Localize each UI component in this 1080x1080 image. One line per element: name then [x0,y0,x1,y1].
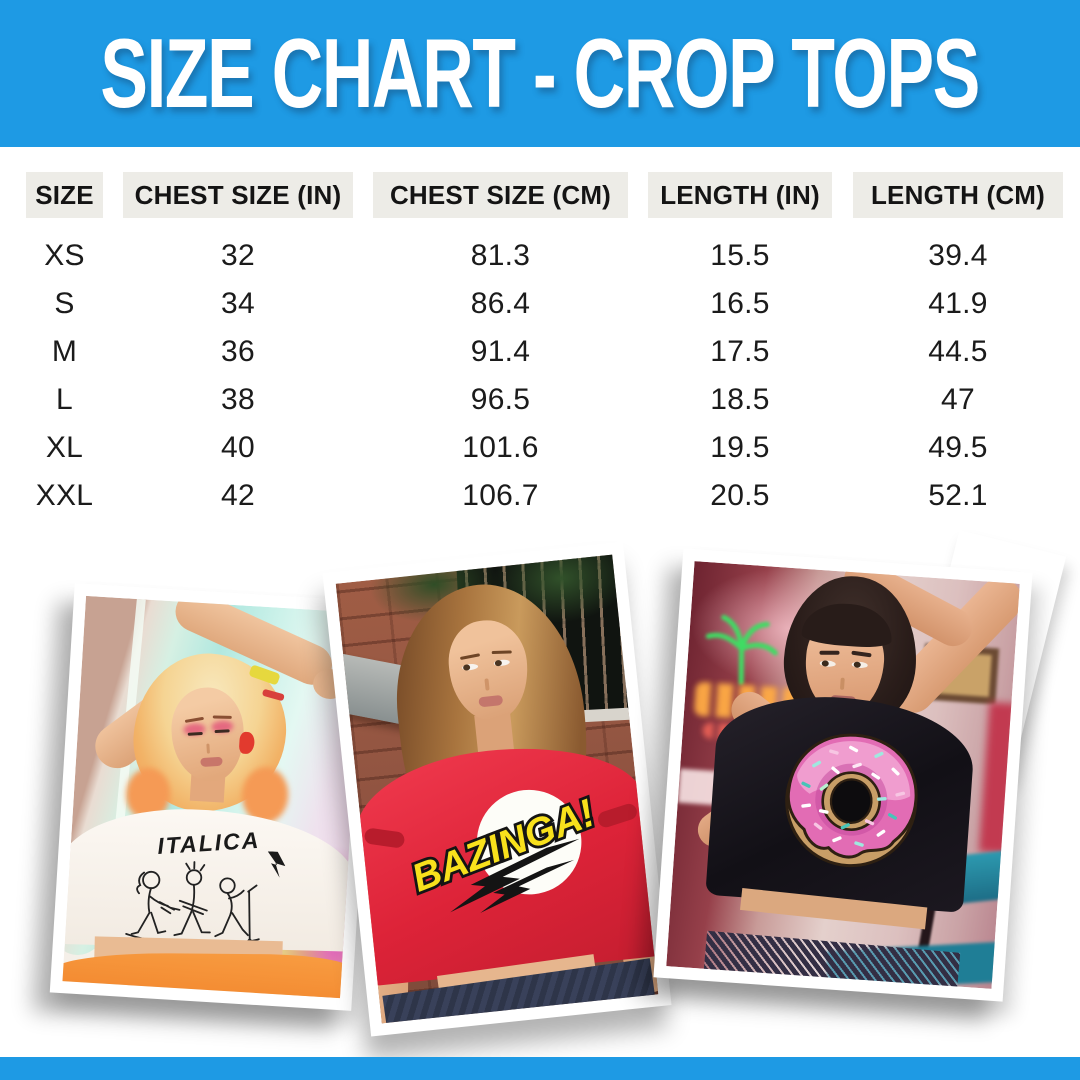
photo-crop-top-red: BAZINGA! [322,541,672,1037]
cell-length-cm: 49.5 [928,431,988,464]
table-row: M 36 91.4 17.5 44.5 [0,328,1080,376]
bazinga-logo: BAZINGA! [403,789,603,913]
table-row: XXL 42 106.7 20.5 52.1 [0,472,1080,520]
black-crop-top [705,689,978,913]
cell-chest-in: 38 [221,383,255,416]
cell-chest-cm: 91.4 [470,335,531,368]
nose [839,677,845,690]
neon-palm-sign [705,614,778,686]
cell-length-cm: 52.1 [928,479,988,512]
sprinkles [801,745,906,847]
cell-size: XL [45,431,84,464]
nose [484,678,490,691]
cell-length-in: 16.5 [710,287,770,320]
column-header-size: SIZE [26,172,103,218]
photo-1-scene: ITALICA [62,595,364,999]
cell-chest-in: 40 [221,431,255,464]
orange-skirt [62,952,352,999]
header: SIZE CHART - CROP TOPS [0,0,1080,147]
cell-length-in: 17.5 [710,335,770,368]
cell-chest-cm: 106.7 [462,479,539,512]
column-header-length-in: LENGTH (IN) [648,172,832,218]
lips [478,694,504,708]
cell-chest-cm: 101.6 [462,431,539,464]
photo-crop-top-white: ITALICA [49,583,377,1011]
column-header-chest-in: CHEST SIZE (IN) [123,172,353,218]
column-header-length-cm: LENGTH (CM) [853,172,1063,218]
eyebrow [184,716,204,723]
cell-size: S [54,287,75,320]
cell-chest-in: 36 [221,335,255,368]
lips [200,756,223,768]
nose [206,743,210,754]
eye [187,731,203,736]
cell-length-cm: 47 [941,383,975,416]
cell-length-cm: 44.5 [928,335,988,368]
cell-chest-in: 32 [221,239,255,272]
cell-chest-in: 34 [221,287,255,320]
eyebrow [819,650,840,655]
size-table-header: SIZE CHEST SIZE (IN) CHEST SIZE (CM) LEN… [0,172,1080,218]
photo-3-scene [666,561,1020,989]
table-row: S 34 86.4 16.5 41.9 [0,280,1080,328]
size-table-body: XS 32 81.3 15.5 39.4 S 34 86.4 16.5 41.9… [0,232,1080,520]
table-row: L 38 96.5 18.5 47 [0,376,1080,424]
photo-2-scene: BAZINGA! [335,554,659,1024]
cell-size: XS [44,239,85,272]
cell-size: M [51,335,78,368]
cell-chest-cm: 96.5 [470,383,531,416]
table-row: XS 32 81.3 15.5 39.4 [0,232,1080,280]
cell-length-cm: 39.4 [928,239,988,272]
cell-length-in: 15.5 [710,239,770,272]
cell-size: L [56,383,73,416]
table-row: XL 40 101.6 19.5 49.5 [0,424,1080,472]
photo-crop-top-black [653,548,1033,1002]
cell-length-in: 18.5 [710,383,770,416]
eyebrow [491,650,512,655]
cell-chest-cm: 81.3 [470,239,531,272]
header-band [0,0,1080,147]
eyebrow [459,653,481,660]
cell-length-in: 20.5 [710,479,770,512]
cell-chest-cm: 86.4 [470,287,531,320]
cell-chest-in: 42 [221,479,255,512]
column-header-chest-cm: CHEST SIZE (CM) [373,172,628,218]
cell-size: XXL [35,479,94,512]
eyebrow [212,715,232,719]
eyebrow [851,650,872,658]
cell-length-cm: 41.9 [928,287,988,320]
donut-graphic [785,733,918,868]
page-title: SIZE CHART - CROP TOPS [100,17,981,129]
eye [214,729,230,734]
white-crop-top: ITALICA [62,805,359,955]
footer-band [0,1057,1080,1080]
cell-length-in: 19.5 [710,431,770,464]
